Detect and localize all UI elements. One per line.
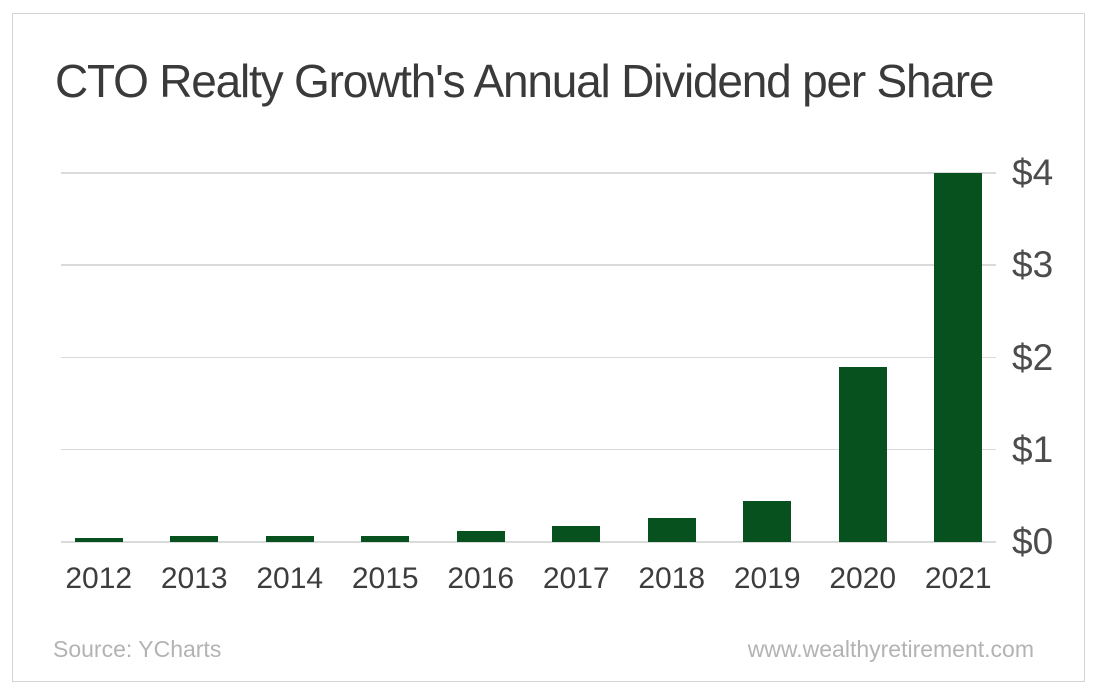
website-label: www.wealthyretirement.com: [747, 636, 1034, 662]
x-axis-label-2014: 2014: [256, 562, 324, 595]
bar-2020: [838, 366, 887, 542]
bar-slot-2017: [529, 173, 625, 542]
chart-title: CTO Realty Growth's Annual Dividend per …: [55, 55, 995, 107]
bar-slot-2019: [720, 173, 816, 542]
bar-slot-2012: [51, 173, 147, 542]
gridline-$2: [61, 356, 996, 358]
x-axis-label-2019: 2019: [733, 562, 801, 595]
gridline-$3: [61, 264, 996, 266]
y-axis-label-$4: $4: [1012, 152, 1054, 193]
x-axis-label-2013: 2013: [160, 562, 228, 595]
bar-2015: [361, 535, 410, 542]
gridline-$4: [61, 172, 996, 174]
bar-slot-2021: [911, 173, 1007, 542]
bar-slot-2020: [815, 173, 911, 542]
bar-2016: [456, 530, 505, 542]
bar-2018: [647, 518, 696, 542]
bar-slot-2015: [338, 173, 434, 542]
y-axis-label-$1: $1: [1012, 428, 1054, 470]
y-axis-label-$0: $0: [1012, 521, 1054, 562]
bar-2014: [265, 535, 314, 542]
bar-2019: [743, 501, 792, 542]
y-axis-label-$2: $2: [1012, 336, 1054, 378]
bar-2013: [170, 536, 219, 542]
bar-slot-2013: [147, 173, 243, 542]
x-axis-label-2016: 2016: [447, 562, 515, 595]
chart-card: CTO Realty Growth's Annual Dividend per …: [12, 13, 1085, 682]
x-axis-label-2015: 2015: [351, 562, 419, 595]
source-label: Source: YCharts: [53, 636, 222, 662]
plot-area: 2012 2013 2014 2015 2016 2017 2018 2019 2020 2021…: [61, 154, 1053, 595]
x-axis-labels: 2012 2013 2014 2015 2016 2017 2018 2019 2020 2021: [51, 562, 1006, 596]
bars-row: [51, 173, 1006, 542]
bar-slot-2014: [242, 173, 338, 542]
bar-slot-2018: [624, 173, 720, 542]
y-axis-label-$3: $3: [1012, 244, 1054, 286]
x-axis-label-2017: 2017: [542, 562, 610, 595]
gridline-$0: [61, 541, 996, 543]
x-axis-label-2012: 2012: [65, 562, 133, 595]
bar-2017: [552, 526, 601, 542]
bar-slot-2016: [433, 173, 529, 542]
bar-2012: [74, 538, 123, 542]
bar-2021: [934, 173, 983, 542]
gridline-$1: [61, 448, 996, 451]
x-axis-label-2020: 2020: [829, 562, 897, 595]
x-axis-label-2021: 2021: [924, 562, 992, 595]
x-axis-label-2018: 2018: [638, 562, 706, 595]
